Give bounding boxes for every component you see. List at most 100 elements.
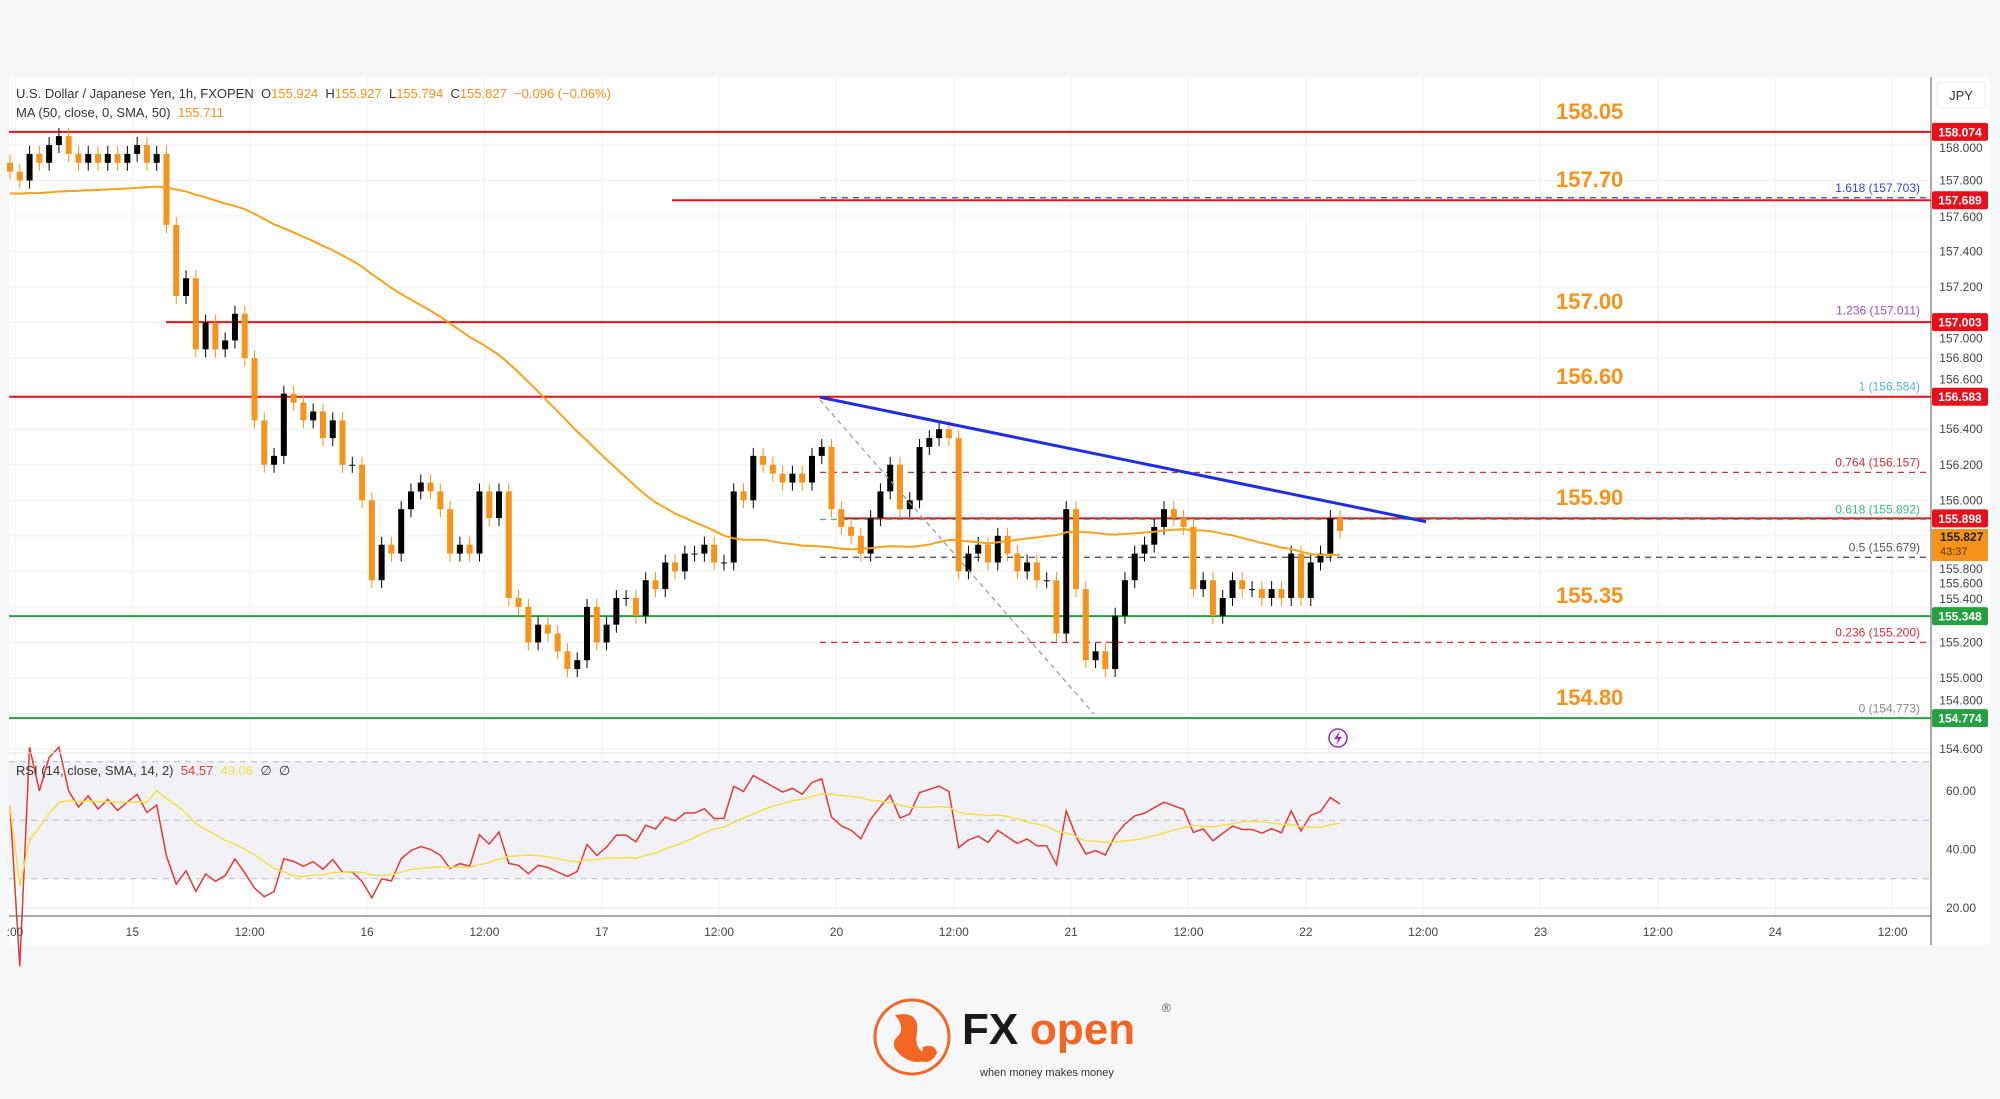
time-tick-label: 12:00 <box>704 925 734 939</box>
candle <box>1209 580 1216 616</box>
candle <box>926 438 933 448</box>
candle <box>1112 615 1119 670</box>
price-tick-label: 155.600 <box>1939 576 1983 590</box>
candle <box>652 580 659 590</box>
candle <box>603 624 610 643</box>
candle <box>55 136 62 145</box>
candle <box>427 482 434 492</box>
candle <box>114 153 121 163</box>
candle <box>437 491 444 510</box>
price-tick-label: 155.400 <box>1939 592 1983 606</box>
close-value: 155.827 <box>459 86 507 101</box>
ma-line <box>9 185 1341 557</box>
candle <box>16 171 23 181</box>
rsi-value: 54.57 <box>180 763 214 778</box>
price-badge <box>1932 191 1988 210</box>
low-label: L <box>388 86 397 101</box>
rsi-tick-label: 40.00 <box>1946 843 1976 857</box>
rsi-legend[interactable]: RSI (14, close, SMA, 14, 2) 54.57 49.06 … <box>16 763 290 779</box>
ma-legend[interactable]: MA (50, close, 0, SMA, 50) 155.711 <box>16 105 224 120</box>
candle <box>1024 562 1031 572</box>
candle <box>349 464 356 466</box>
price-tick-label: 157.000 <box>1939 332 1983 346</box>
time-tick-label: 22 <box>1299 925 1313 939</box>
candle <box>1297 553 1304 599</box>
candle <box>1190 526 1197 590</box>
time-tick-label: 12:00 <box>1878 925 1908 939</box>
level-label: 158.05 <box>1556 98 1624 124</box>
levels <box>9 130 1931 720</box>
candle <box>447 509 454 554</box>
time-tick-label: 12:00 <box>1643 925 1673 939</box>
level-label: 154.80 <box>1556 685 1624 711</box>
candle <box>290 393 297 403</box>
rsi-sma-line <box>9 789 1341 887</box>
candle <box>1131 553 1138 581</box>
candle <box>1200 580 1207 590</box>
price-badge-text: 154.774 <box>1938 712 1982 726</box>
candle <box>261 420 268 465</box>
fib-level-label: 0 (154.773) <box>1859 701 1920 715</box>
price-tick-label: 157.800 <box>1939 174 1983 188</box>
candle <box>1073 509 1080 590</box>
candle <box>779 473 786 483</box>
open-value: 155.924 <box>271 86 319 101</box>
candle <box>936 429 943 439</box>
candle <box>711 544 718 563</box>
candles <box>7 128 1344 678</box>
level-label: 155.35 <box>1556 583 1624 609</box>
fib-level-label: 0.236 (155.200) <box>1835 625 1920 639</box>
candle <box>36 153 43 163</box>
candle <box>789 473 796 483</box>
currency-label: JPY <box>1949 88 1973 103</box>
candle <box>965 553 972 572</box>
candle <box>535 624 542 643</box>
candle <box>310 411 317 421</box>
candle <box>456 544 463 554</box>
candle <box>1249 589 1256 591</box>
time-tick-label: 21 <box>1064 925 1078 939</box>
fib-level-label: 1.618 (157.703) <box>1835 181 1920 195</box>
ma-label: MA (50, close, 0, SMA, 50) <box>16 105 171 120</box>
candle <box>1307 562 1314 599</box>
fib-level-label: 0.618 (155.892) <box>1835 502 1920 516</box>
fibonacci: 1.618 (157.703) 1.236 (157.011) 1 (156.584… <box>820 181 1931 715</box>
high-label: H <box>325 86 335 101</box>
candle <box>1082 589 1089 661</box>
candle <box>662 562 669 590</box>
symbol-title: U.S. Dollar / Japanese Yen, 1h, FXOPEN <box>16 86 254 101</box>
trendline[interactable] <box>819 395 1427 524</box>
current-price-text: 155.827 <box>1940 530 1984 544</box>
candle <box>1102 651 1109 670</box>
candle <box>564 651 571 670</box>
candle <box>1161 509 1168 527</box>
candle <box>300 402 307 421</box>
candle <box>251 358 258 421</box>
price-tick-label: 155.200 <box>1939 635 1983 649</box>
candle <box>280 393 287 456</box>
currency-button[interactable] <box>1936 81 1986 109</box>
candle <box>7 162 13 172</box>
candle <box>896 464 903 510</box>
candle <box>877 491 884 519</box>
candle <box>945 429 952 439</box>
candle <box>720 562 727 564</box>
candle <box>740 491 747 501</box>
lightning-icon[interactable] <box>1328 728 1348 748</box>
candle <box>1092 651 1099 661</box>
candle <box>65 136 72 154</box>
candle <box>329 420 336 439</box>
candle <box>975 544 982 554</box>
time-tick-label: 12:00 <box>235 925 265 939</box>
price-badge <box>1932 509 1988 528</box>
candle <box>95 153 102 163</box>
candle <box>1268 589 1275 599</box>
candle <box>613 598 620 625</box>
candle <box>730 491 737 563</box>
symbol-legend[interactable]: U.S. Dollar / Japanese Yen, 1h, FXOPEN O… <box>16 86 611 101</box>
fib-level-label: 1 (156.584) <box>1859 380 1920 394</box>
candle <box>271 455 278 465</box>
candle <box>104 153 111 163</box>
candle <box>1004 535 1011 554</box>
